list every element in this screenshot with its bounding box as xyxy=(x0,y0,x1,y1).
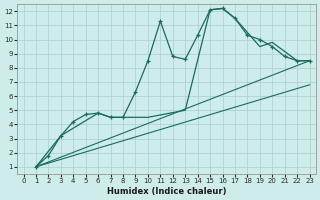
X-axis label: Humidex (Indice chaleur): Humidex (Indice chaleur) xyxy=(107,187,226,196)
